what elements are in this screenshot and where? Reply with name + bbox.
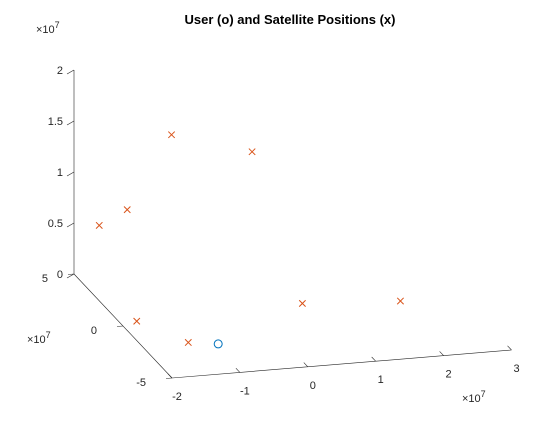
x-tick-label: 0 bbox=[310, 380, 316, 392]
y-tick-mark bbox=[116, 325, 124, 327]
z-tick-label: 0.5 bbox=[48, 218, 63, 230]
x-axis-line bbox=[171, 349, 512, 379]
satellite-marker bbox=[248, 148, 256, 156]
x-tick-mark bbox=[507, 345, 512, 351]
satellite-marker bbox=[167, 131, 176, 139]
x-tick-mark bbox=[167, 373, 173, 379]
x-exponent-label: ×107 bbox=[462, 389, 486, 405]
data-marks-group bbox=[95, 131, 404, 349]
z-tick-label: 1.5 bbox=[48, 116, 63, 128]
x-tick-label: 3 bbox=[513, 363, 519, 375]
x-tick-label: -1 bbox=[240, 385, 250, 397]
z-tick-mark bbox=[66, 222, 75, 228]
z-tick-mark bbox=[66, 171, 75, 177]
satellite-marker bbox=[298, 299, 306, 307]
z-tick-mark bbox=[66, 120, 75, 126]
satellite-marker bbox=[133, 317, 141, 325]
x-tick-mark bbox=[371, 356, 376, 362]
x-tick-label: 1 bbox=[378, 374, 384, 386]
z-tick-label: 2 bbox=[57, 65, 63, 77]
y-tick-label: -5 bbox=[136, 377, 146, 389]
satellite-marker bbox=[396, 297, 404, 305]
x-tick-label: 2 bbox=[446, 369, 452, 381]
tick-labels-group: -2 -1 0 1 2 3-505 00.511.52×107×107×107 bbox=[27, 20, 520, 405]
chart-title: User (o) and Satellite Positions (x) bbox=[185, 12, 396, 27]
x-exponent-label-power: 7 bbox=[481, 389, 486, 399]
y-tick-mark bbox=[165, 377, 173, 379]
satellite-marker bbox=[123, 206, 131, 214]
z-tick-mark bbox=[66, 273, 75, 279]
x-tick-mark bbox=[439, 351, 444, 356]
user-marker bbox=[213, 339, 223, 349]
z-tick-mark bbox=[66, 69, 75, 75]
x-tick-label: -2 bbox=[172, 391, 182, 403]
x-tick-mark bbox=[235, 367, 241, 373]
axes-group bbox=[66, 69, 512, 379]
x-tick-mark bbox=[303, 362, 309, 368]
satellite-marker bbox=[184, 338, 192, 347]
satellite-marker bbox=[95, 221, 103, 229]
z-exponent-label-power: 7 bbox=[55, 20, 60, 30]
y-tick-label: 0 bbox=[91, 325, 97, 337]
y-exponent-label: ×107 bbox=[27, 330, 51, 346]
y-exponent-label-power: 7 bbox=[46, 330, 51, 340]
z-exponent-label: ×107 bbox=[36, 20, 60, 36]
y-tick-mark bbox=[67, 273, 75, 275]
y-tick-label: 5 bbox=[42, 273, 48, 285]
z-tick-label: 0 bbox=[57, 269, 63, 281]
z-tick-label: 1 bbox=[57, 167, 63, 179]
